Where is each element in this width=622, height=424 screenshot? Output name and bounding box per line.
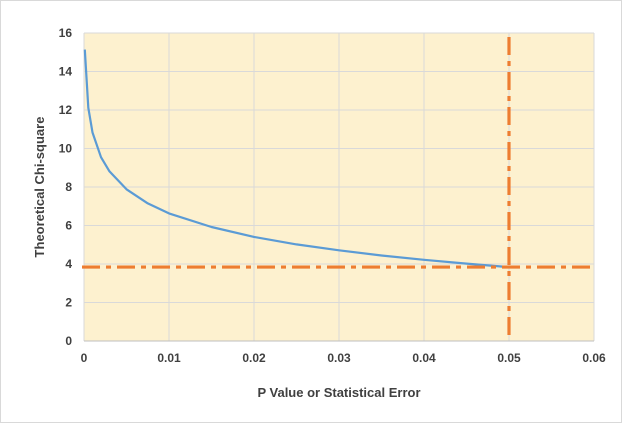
y-axis-title: Theoretical Chi-square (32, 117, 47, 258)
y-tick-label: 10 (59, 142, 73, 156)
reference-lines (82, 37, 591, 337)
x-tick-label: 0.03 (327, 351, 351, 365)
x-tick-label: 0 (81, 351, 88, 365)
x-tick-label: 0.06 (582, 351, 606, 365)
x-tick-label: 0.02 (242, 351, 266, 365)
y-tick-label: 0 (65, 334, 72, 348)
series-group (83, 49, 510, 269)
y-tick-label: 2 (65, 296, 72, 310)
y-tick-label: 8 (65, 180, 72, 194)
x-tick-label: 0.01 (157, 351, 181, 365)
y-tick-labels: 0 2 4 6 8 10 12 14 16 (59, 26, 73, 348)
y-tick-label: 16 (59, 26, 73, 40)
y-tick-label: 4 (65, 257, 72, 271)
series-line (83, 49, 510, 269)
y-tick-label: 6 (65, 219, 72, 233)
x-tick-label: 0.04 (412, 351, 436, 365)
y-tick-label: 12 (59, 103, 73, 117)
x-axis-title: P Value or Statistical Error (257, 385, 420, 400)
y-tick-label: 14 (59, 65, 73, 79)
x-tick-label: 0.05 (497, 351, 521, 365)
x-tick-labels: 0 0.01 0.02 0.03 0.04 0.05 0.06 (81, 351, 606, 365)
